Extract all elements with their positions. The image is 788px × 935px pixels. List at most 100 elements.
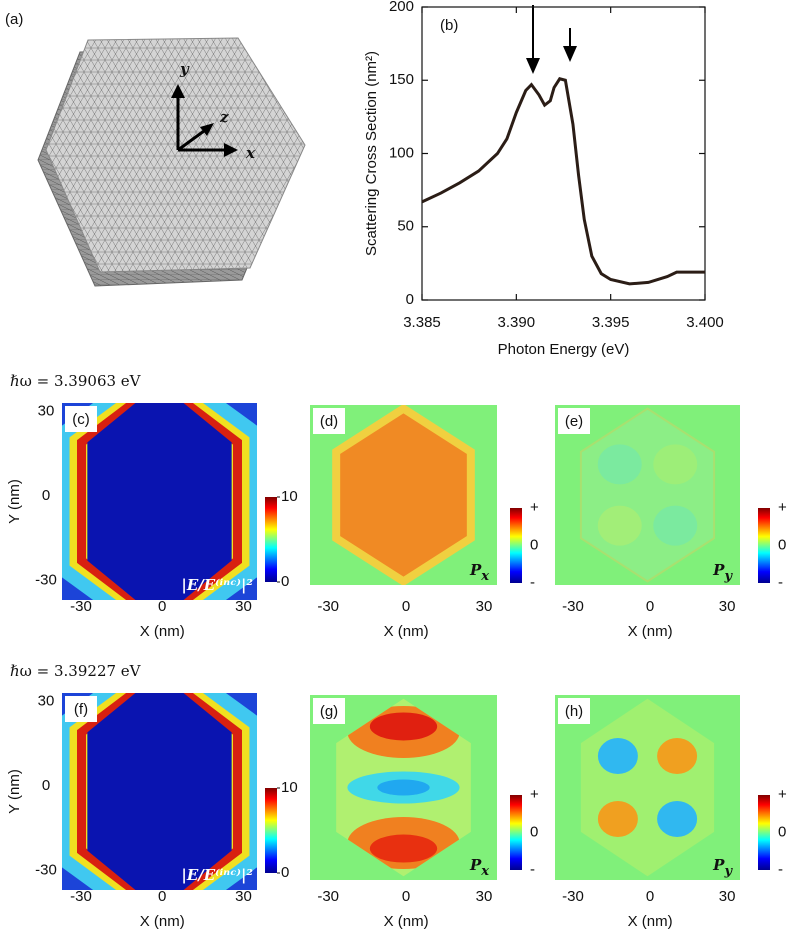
panel-label: (d) [320,413,338,430]
y-axis-label: Y (nm) [6,479,23,524]
lobe [598,801,638,837]
x-axis-label: X (nm) [384,623,429,640]
field-symbol: P [469,856,482,874]
panel-label: (f) [74,701,88,718]
band [377,780,429,796]
x-tick-label: 30 [476,888,493,905]
colorbar-tick-label: 10 [281,779,298,796]
colorbar-label: + [778,786,787,803]
x-axis-label: X (nm) [384,913,429,930]
field-symbol: P [712,856,725,874]
x-axis-label: Photon Energy (eV) [498,341,630,358]
x-tick-label: 30 [476,598,493,615]
plot-frame [422,7,705,300]
x-axis-label: X (nm) [140,913,185,930]
particle [336,409,471,582]
colorbar-label: 0 [778,823,786,840]
field-symbol: P [469,561,482,579]
colorbar [758,508,770,583]
x-tick-label: 0 [646,598,654,615]
energy-heading: ℏω = 3.39063 eV [10,372,142,390]
field-subscript: x [480,569,489,584]
mesh-illustration [38,38,305,286]
y-tick-label: 150 [389,71,414,88]
y-tick-label: 0 [42,777,50,794]
colorbar-label: 0 [530,823,538,840]
band [370,712,437,740]
x-tick-label: 30 [719,888,736,905]
x-tick-label: -30 [70,598,92,615]
colorbar-label: + [530,786,539,803]
x-tick-label: -30 [317,888,339,905]
axis-symbol: y [179,60,190,78]
band [370,835,437,863]
colorbar-label: - [530,861,535,878]
x-tick-label: 30 [235,888,252,905]
x-tick-label: 0 [158,598,166,615]
colorbar-tick-label: 0 [281,864,289,881]
x-tick-label: 0 [402,598,410,615]
colorbar-tick-label: 10 [281,488,298,505]
spectrum-line [422,79,705,284]
panel-label: (h) [565,703,583,720]
x-tick-label: 3.385 [403,314,441,331]
colorbar [265,788,277,873]
colorbar [265,497,277,582]
field-symbol: P [712,561,725,579]
lobe [657,801,697,837]
x-tick-label: 30 [719,598,736,615]
colorbar [510,508,522,583]
y-tick-label: 0 [406,291,414,308]
x-tick-label: 3.400 [686,314,724,331]
y-tick-label: 30 [38,402,55,419]
panel-label: (b) [440,17,458,34]
x-tick-label: 30 [235,598,252,615]
x-tick-label: -30 [317,598,339,615]
lobe [598,506,642,546]
colorbar-label: - [778,574,783,591]
y-tick-label: 0 [42,487,50,504]
field-subscript: y [723,569,733,584]
panel-label: (e) [565,413,583,430]
x-tick-label: 3.395 [592,314,630,331]
colorbar-label: + [778,499,787,516]
x-tick-label: 0 [402,888,410,905]
colorbar [510,795,522,870]
y-tick-label: 30 [38,692,55,709]
x-tick-label: 0 [646,888,654,905]
field-label: |E/E⁽ⁱⁿᶜ⁾|² [181,576,253,594]
y-axis-label: Y (nm) [6,769,23,814]
panel-label: (g) [320,703,338,720]
y-tick-label: 50 [397,218,414,235]
x-axis-label: X (nm) [628,913,673,930]
colorbar-label: 0 [778,536,786,553]
energy-heading: ℏω = 3.39227 eV [10,662,142,680]
peak-arrows [526,5,577,74]
y-tick-label: -30 [35,861,57,878]
lobe [653,506,697,546]
x-tick-label: 0 [158,888,166,905]
lobe [657,738,697,774]
y-axis-label: Scattering Cross Section (nm²) [363,51,380,256]
figure: (a) y z x 3.3853.3903.3953.4000501001502… [0,0,788,935]
colorbar [758,795,770,870]
field-subscript: y [723,864,733,879]
axis-symbol: z [219,108,229,126]
x-tick-label: -30 [70,888,92,905]
colorbar-label: + [530,499,539,516]
colorbar-label: - [530,574,535,591]
lobe [653,444,697,484]
panel-label: (a) [5,11,23,28]
colorbar-label: 0 [530,536,538,553]
x-axis-label: X (nm) [628,623,673,640]
y-tick-label: -30 [35,571,57,588]
colorbar-tick-label: 0 [281,573,289,590]
lobe [598,444,642,484]
y-tick-label: 200 [389,0,414,15]
x-axis-label: X (nm) [140,623,185,640]
x-tick-label: -30 [562,888,584,905]
axis-symbol: x [245,144,256,162]
x-tick-label: 3.390 [498,314,536,331]
colorbar-label: - [778,861,783,878]
field-label: |E/E⁽ⁱⁿᶜ⁾|² [181,866,253,884]
